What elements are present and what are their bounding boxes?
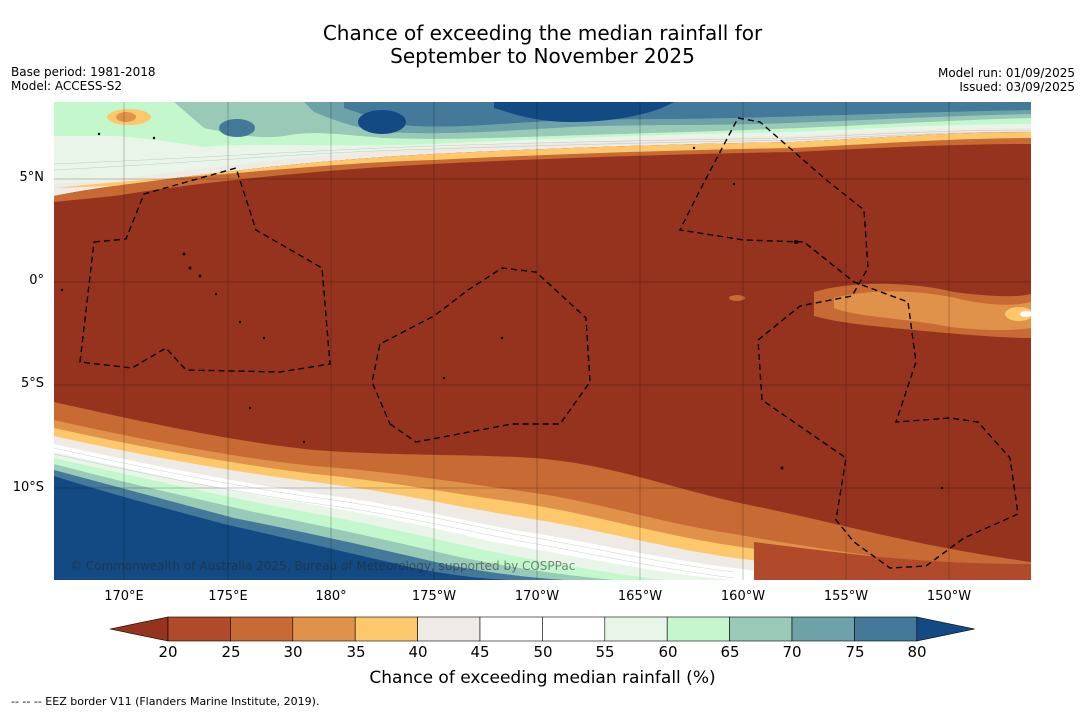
colorbar-tick: 30 — [283, 643, 303, 661]
lon-label-160w: 160°W — [720, 589, 766, 604]
contour-lines — [53, 129, 1032, 579]
lon-label-170e: 170°E — [104, 589, 144, 604]
colorbar-tick: 60 — [658, 643, 678, 661]
lat-label-5s: 5°S — [20, 376, 44, 391]
colorbar-swatch — [542, 616, 606, 642]
northern-wet-band — [54, 102, 1031, 202]
colorbar-swatch — [354, 616, 418, 642]
map-title-line1: Chance of exceeding the median rainfall … — [322, 21, 763, 45]
meta-left: Base period: 1981-2018 Model: ACCESS-S2 — [11, 65, 156, 93]
colorbar-swatch — [729, 616, 793, 642]
lat-label-0: 0° — [29, 273, 44, 288]
colorbar-swatch — [230, 616, 294, 642]
colorbar-tick: 75 — [845, 643, 865, 661]
map-title-line2: September to November 2025 — [390, 44, 695, 68]
forecast-map: © Commonwealth of Australia 2025, Bureau… — [53, 102, 1033, 580]
eez-gilbert-islands — [79, 167, 331, 373]
lon-label-175w: 175°W — [411, 589, 457, 604]
eez-phoenix-islands — [371, 267, 591, 443]
lon-label-155w: 155°W — [823, 589, 869, 604]
equatorial-band-east — [729, 283, 1033, 338]
lat-label-10s: 10°S — [12, 480, 44, 495]
colorbar-tick: 45 — [470, 643, 490, 661]
base-period: Base period: 1981-2018 — [11, 65, 156, 79]
colorbar-tick: 50 — [533, 643, 553, 661]
copyright-notice: © Commonwealth of Australia 2025, Bureau… — [70, 559, 576, 573]
lon-label-165w: 165°W — [617, 589, 663, 604]
southern-wet-band — [54, 402, 1031, 580]
colorbar-swatch — [479, 616, 543, 642]
colorbar-tick: 65 — [720, 643, 740, 661]
lon-label-150w: 150°W — [926, 589, 972, 604]
colorbar-tick: 55 — [595, 643, 615, 661]
colorbar-swatches — [109, 616, 975, 642]
colorbar-swatch — [604, 616, 668, 642]
lat-label-5n: 5°N — [19, 170, 45, 185]
eez-line-islands — [678, 117, 1019, 569]
map-title: Chance of exceeding the median rainfall … — [0, 22, 1085, 68]
eez-footnote: -- -- -- EEZ border V11 (Flanders Marine… — [11, 695, 320, 708]
colorbar-swatch — [167, 616, 231, 642]
meta-right: Model run: 01/09/2025 Issued: 03/09/2025 — [938, 66, 1075, 94]
lon-label-170w: 170°W — [514, 589, 560, 604]
colorbar-swatch — [292, 616, 356, 642]
colorbar-swatch — [417, 616, 481, 642]
colorbar-tick: 70 — [782, 643, 802, 661]
map-canvas — [53, 102, 1033, 580]
colorbar-swatch — [854, 616, 918, 642]
graticule — [54, 102, 1031, 580]
colorbar-tick: 35 — [346, 643, 366, 661]
colorbar-extend-high — [916, 616, 975, 642]
colorbar-swatch — [666, 616, 730, 642]
colorbar-swatch — [791, 616, 855, 642]
colorbar-tick: 40 — [408, 643, 428, 661]
model-name: Model: ACCESS-S2 — [11, 79, 123, 93]
lon-label-175e: 175°E — [208, 589, 248, 604]
issued-date: Issued: 03/09/2025 — [959, 80, 1075, 94]
colorbar-tick: 80 — [907, 643, 927, 661]
eez-borders — [79, 117, 1019, 569]
lon-label-180: 180° — [315, 589, 347, 604]
colorbar-title: Chance of exceeding median rainfall (%) — [369, 668, 716, 688]
island-markers — [60, 132, 944, 490]
model-run: Model run: 01/09/2025 — [937, 66, 1075, 80]
colorbar-tick: 25 — [221, 643, 241, 661]
colorbar-tick: 20 — [158, 643, 178, 661]
colorbar-extend-low — [109, 616, 169, 642]
